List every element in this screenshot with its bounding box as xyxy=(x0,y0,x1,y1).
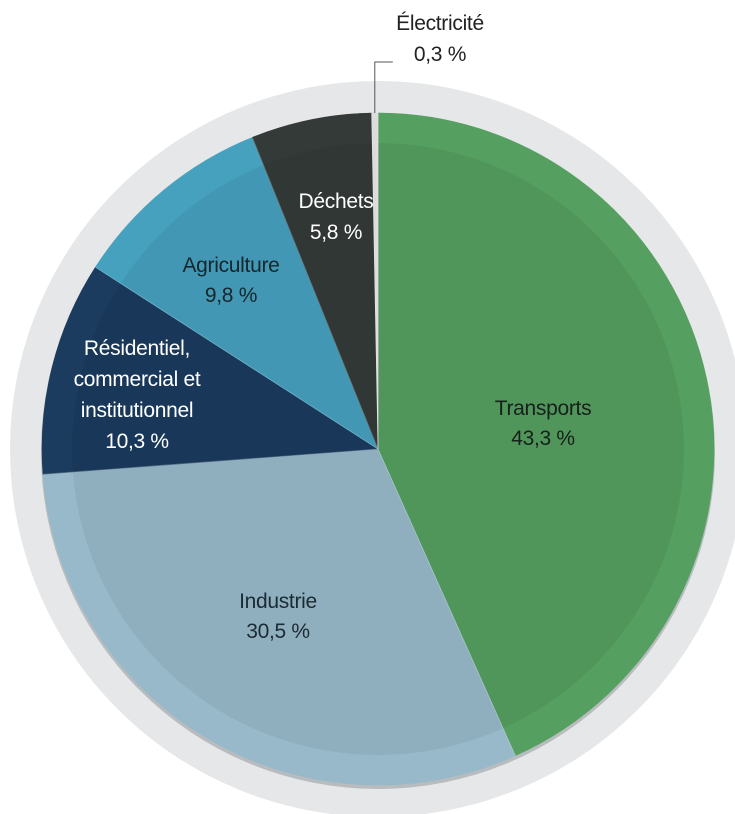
pie-slices xyxy=(41,112,715,789)
slice-electricite xyxy=(371,112,379,450)
slice-label-transports: Transports 43,3 % xyxy=(495,397,592,450)
slice-label-line: 5,8 % xyxy=(310,221,362,244)
slice-label-dechets: Déchets 5,8 % xyxy=(299,190,374,244)
slice-divider xyxy=(95,266,379,450)
slice-agriculture-inner-band xyxy=(120,165,379,449)
slice-label-line: Transports xyxy=(495,397,592,420)
slice-industrie xyxy=(42,448,516,786)
slice-divider xyxy=(251,137,379,450)
slice-label-electricite: Électricité 0,3 % xyxy=(396,12,484,66)
slice-label-line: institutionnel xyxy=(81,399,194,422)
slice-divider xyxy=(371,113,379,450)
slice-industrie-inner-band xyxy=(72,449,504,755)
slice-label-line: Électricité xyxy=(396,12,484,35)
slice-label-line: Déchets xyxy=(299,190,374,213)
slice-label-line: 30,5 % xyxy=(246,620,310,643)
slice-label-line: 9,8 % xyxy=(205,284,257,307)
slice-label-line: Agriculture xyxy=(182,254,279,277)
slice-divider xyxy=(377,448,516,756)
slice-agriculture xyxy=(95,136,379,450)
slice-label-line: 43,3 % xyxy=(511,427,575,450)
slice-transports xyxy=(377,112,715,757)
slice-residentiel-commercial-et-institutionnel-inner-band xyxy=(72,283,378,473)
slice-residentiel-commercial-et-institutionnel xyxy=(41,266,379,475)
slice-label-line: commercial et xyxy=(74,368,201,391)
slice-label-line: Industrie xyxy=(239,590,317,613)
slice-dechets xyxy=(251,112,379,450)
slice-label-line: 10,3 % xyxy=(105,430,169,453)
callout-leader-electricite xyxy=(374,61,393,113)
slice-label-industrie: Industrie 30,5 % xyxy=(239,590,317,643)
slice-label-line: 0,3 % xyxy=(414,43,466,66)
slice-label-agriculture: Agriculture 9,8 % xyxy=(182,254,279,307)
slice-label-residentiel-commercial-et-institutionnel: Résidentiel, commercial et institutionnel 1… xyxy=(74,337,201,453)
pie-labels: Transports 43,3 % Industrie 30,5 % Résidenti… xyxy=(74,12,592,643)
slice-transports-inner-band xyxy=(378,143,684,729)
slice-divider xyxy=(42,448,379,475)
slice-dechets-inner-band xyxy=(263,143,378,450)
slice-label-line: Résidentiel, xyxy=(84,337,190,360)
